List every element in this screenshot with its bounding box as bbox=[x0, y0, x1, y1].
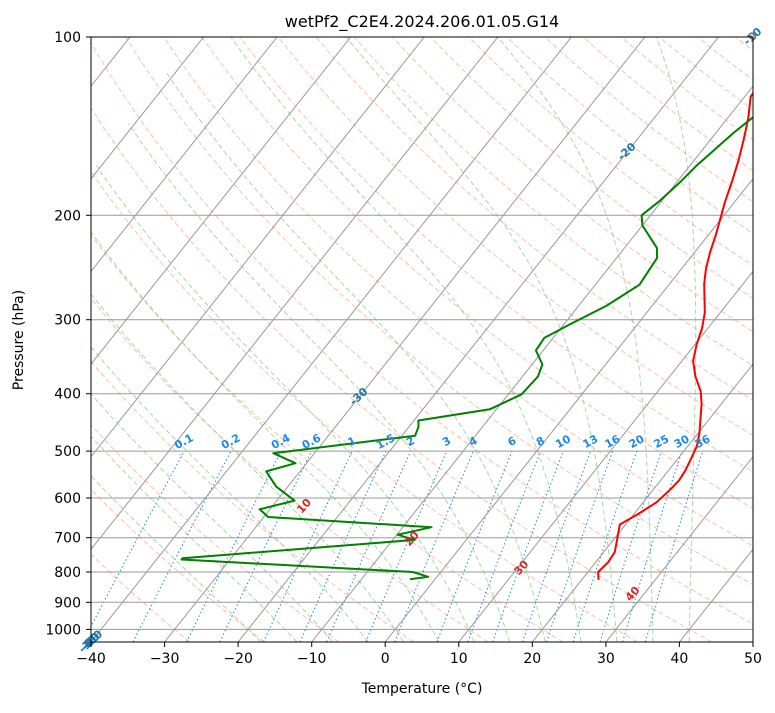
x-tick-label: 30 bbox=[597, 651, 615, 667]
y-tick-label: 700 bbox=[54, 531, 81, 547]
y-axis-label: Pressure (hPa) bbox=[11, 290, 27, 390]
x-tick-label: −30 bbox=[150, 651, 180, 667]
x-axis-label: Temperature (°C) bbox=[361, 681, 483, 697]
x-tick-label: 20 bbox=[523, 651, 541, 667]
y-tick-label: 100 bbox=[54, 30, 81, 46]
y-tick-label: 1000 bbox=[45, 622, 81, 638]
x-tick-label: 0 bbox=[381, 651, 390, 667]
y-tick-label: 200 bbox=[54, 208, 81, 224]
x-tick-label: 10 bbox=[450, 651, 468, 667]
x-tick-label: −40 bbox=[76, 651, 106, 667]
y-tick-label: 300 bbox=[54, 313, 81, 329]
y-tick-label: 800 bbox=[54, 565, 81, 581]
x-tick-label: −20 bbox=[223, 651, 253, 667]
y-tick-label: 600 bbox=[54, 491, 81, 507]
y-tick-label: 500 bbox=[54, 444, 81, 460]
y-tick-label: 400 bbox=[54, 387, 81, 403]
x-tick-label: −10 bbox=[297, 651, 327, 667]
chart-title: wetPf2_C2E4.2024.206.01.05.G14 bbox=[285, 12, 559, 32]
x-tick-label: 40 bbox=[670, 651, 688, 667]
x-tick-label: 50 bbox=[744, 651, 762, 667]
y-tick-label: 900 bbox=[54, 595, 81, 611]
